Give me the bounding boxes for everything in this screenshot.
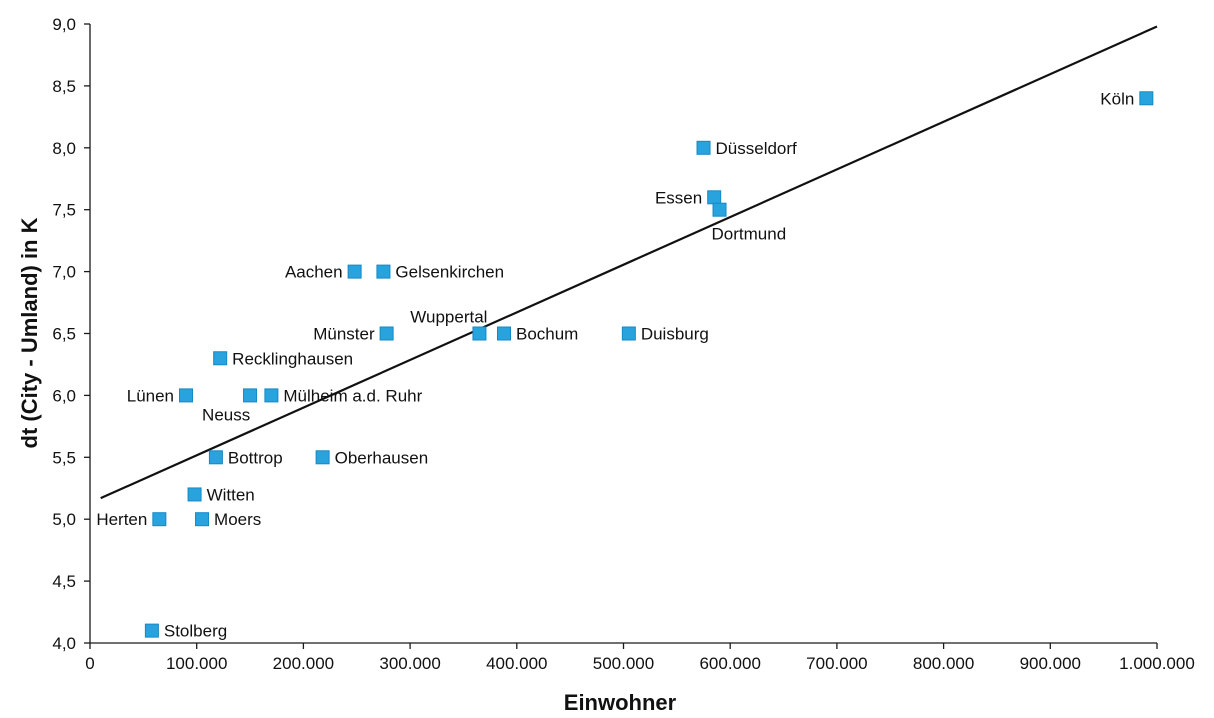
data-point-label: Stolberg [164, 622, 227, 641]
data-point-label: Essen [655, 188, 702, 207]
y-tick-label: 7,0 [52, 263, 76, 282]
data-point [264, 388, 279, 403]
data-point-label: Mülheim a.d. Ruhr [283, 386, 422, 405]
x-axis-ticks: 0 100.000 200.000 300.000 400.000 500.000 600.… [85, 643, 1195, 673]
y-tick-label: 8,5 [52, 77, 76, 96]
y-tick-label: 4,0 [52, 634, 76, 653]
x-tick-label: 600.000 [699, 654, 760, 673]
data-point-label: Münster [313, 325, 375, 344]
data-point-label: Gelsenkirchen [395, 263, 504, 282]
x-tick-label: 500.000 [593, 654, 654, 673]
y-axis-ticks: 4,0 4,5 5,0 5,5 6,0 6,5 7,0 7,5 8,0 8,5 9,0 [52, 15, 90, 653]
data-point-label: Bottrop [228, 448, 283, 467]
data-point-label: Oberhausen [335, 448, 429, 467]
data-point-label: Recklinghausen [232, 349, 353, 368]
data-point [152, 512, 167, 527]
data-point [187, 487, 202, 502]
data-point [347, 264, 362, 279]
data-point-label: Lünen [127, 386, 174, 405]
data-point-label: Düsseldorf [716, 139, 798, 158]
data-point [621, 326, 636, 341]
y-tick-label: 7,5 [52, 201, 76, 220]
data-point-label: Aachen [285, 263, 343, 282]
data-point-label: Wuppertal [410, 308, 487, 327]
x-tick-label: 800.000 [913, 654, 974, 673]
y-tick-label: 5,5 [52, 448, 76, 467]
data-point-label: Dortmund [712, 225, 787, 244]
data-point [243, 388, 258, 403]
x-axis-title: Einwohner [564, 690, 677, 715]
data-point [696, 140, 711, 155]
data-point-label: Herten [96, 510, 147, 529]
data-point [496, 326, 511, 341]
data-point [707, 190, 722, 205]
data-point [213, 351, 228, 366]
data-point-label: Köln [1100, 89, 1134, 108]
x-tick-label: 300.000 [379, 654, 440, 673]
data-point [1139, 91, 1154, 106]
plot-area: 4,0 4,5 5,0 5,5 6,0 6,5 7,0 7,5 8,0 8,5 9,0 0 100.0… [52, 15, 1194, 673]
data-point [712, 202, 727, 217]
y-axis-title: dt (City - Umland) in K [17, 217, 42, 448]
data-point-label: Witten [207, 485, 255, 504]
data-point-label: Bochum [516, 325, 578, 344]
data-point-label: Neuss [202, 405, 250, 424]
data-points: Köln Düsseldorf Essen Dortmund Aachen Gelsenk… [96, 89, 1154, 641]
trend-line [100, 25, 1158, 500]
y-tick-label: 5,0 [52, 510, 76, 529]
x-tick-label: 0 [85, 654, 94, 673]
data-point [144, 623, 159, 638]
data-point [315, 450, 330, 465]
x-tick-label: 1.000.000 [1119, 654, 1195, 673]
data-point [208, 450, 223, 465]
x-tick-label: 200.000 [273, 654, 334, 673]
y-tick-label: 4,5 [52, 572, 76, 591]
data-point [179, 388, 194, 403]
data-point [195, 512, 210, 527]
y-tick-label: 8,0 [52, 139, 76, 158]
y-tick-label: 6,0 [52, 386, 76, 405]
data-point-label: Moers [214, 510, 261, 529]
y-tick-label: 6,5 [52, 325, 76, 344]
data-point [472, 326, 487, 341]
x-tick-label: 400.000 [486, 654, 547, 673]
y-tick-label: 9,0 [52, 15, 76, 34]
x-tick-label: 900.000 [1020, 654, 1081, 673]
data-point-label: Duisburg [641, 325, 709, 344]
data-point [379, 326, 394, 341]
data-point [376, 264, 391, 279]
x-tick-label: 100.000 [166, 654, 227, 673]
x-tick-label: 700.000 [806, 654, 867, 673]
